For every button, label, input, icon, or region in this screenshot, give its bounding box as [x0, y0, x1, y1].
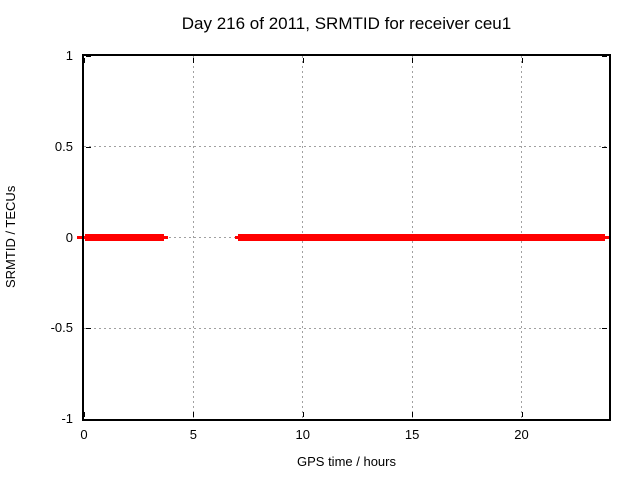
- y-tick-mark-left: [86, 146, 91, 148]
- x-axis-label: GPS time / hours: [297, 454, 396, 469]
- x-tick-label: 0: [80, 427, 88, 442]
- x-tick-mark-top: [84, 58, 85, 63]
- x-tick-mark-bottom: [521, 412, 523, 417]
- data-segment: [238, 234, 606, 241]
- x-tick-mark-bottom: [84, 412, 85, 417]
- data-segment: [605, 236, 609, 239]
- plot-border: [82, 54, 611, 421]
- y-tick-mark-right: [602, 146, 607, 148]
- y-tick-label: -1: [61, 411, 73, 426]
- data-segment: [84, 234, 165, 241]
- x-tick-mark-bottom: [193, 412, 195, 417]
- data-segment: [234, 236, 239, 239]
- data-segment: [77, 236, 86, 239]
- x-tick-label: 5: [189, 427, 197, 442]
- y-tick-label: -0.5: [50, 320, 73, 336]
- x-tick-mark-top: [302, 58, 304, 63]
- y-tick-mark-right: [602, 56, 607, 57]
- y-axis-label: SRMTID / TECUs: [3, 185, 18, 289]
- x-tick-mark-bottom: [412, 412, 414, 417]
- plot-area: [77, 54, 611, 421]
- x-tick-mark-top: [193, 58, 195, 63]
- x-tick-mark-bottom: [302, 412, 304, 417]
- x-tick-label: 15: [404, 427, 420, 442]
- y-tick-mark-right: [602, 328, 607, 330]
- y-gridline: [84, 327, 609, 329]
- y-tick-mark-left: [86, 328, 91, 330]
- y-gridline: [84, 146, 609, 148]
- y-tick-label: 0.5: [54, 138, 73, 154]
- x-tick-mark-top: [521, 58, 523, 63]
- x-tick-mark-top: [412, 58, 414, 63]
- chart-title: Day 216 of 2011, SRMTID for receiver ceu…: [181, 14, 512, 33]
- x-tick-label: 10: [295, 427, 310, 442]
- y-tick-label: 0: [65, 229, 73, 245]
- x-tick-label: 20: [514, 427, 529, 442]
- data-segment: [164, 236, 168, 239]
- y-tick-mark-left: [86, 56, 91, 57]
- y-tick-label: 1: [65, 48, 73, 63]
